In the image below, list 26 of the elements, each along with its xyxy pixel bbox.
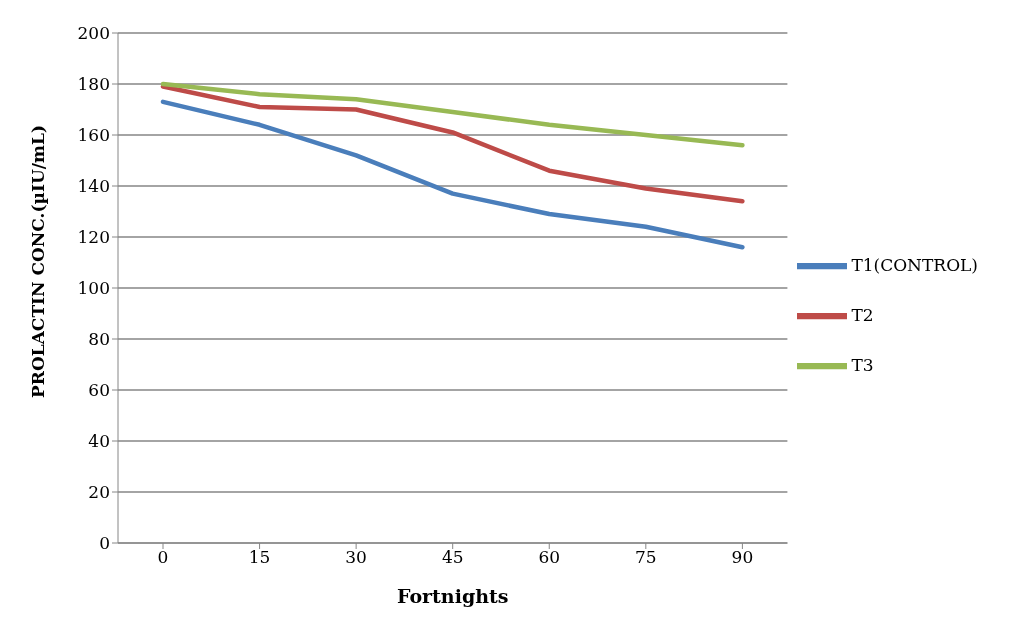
y-tick-label: 200 (77, 23, 110, 44)
x-tick-label: 30 (345, 547, 367, 568)
line-series (160, 99, 745, 250)
y-tick-label: 80 (88, 329, 110, 350)
y-tick-label: 60 (88, 380, 110, 401)
x-axis-title: Fortnights (396, 585, 509, 607)
legend-label: T3 (851, 354, 874, 374)
y-tick-label: 160 (77, 125, 110, 146)
x-tick-label: 60 (538, 547, 561, 568)
x-tick-label: 0 (157, 547, 169, 568)
x-tick-label: 75 (635, 547, 657, 568)
y-tick-label: 100 (77, 278, 110, 299)
y-tick-label: 40 (88, 431, 110, 452)
line-series (160, 81, 745, 148)
y-tick-label: 140 (77, 176, 110, 197)
line-series (160, 84, 745, 204)
x-tick-label: 90 (731, 547, 754, 568)
y-tick-label: 20 (88, 482, 110, 503)
legend-label: T1(CONTROL) (851, 254, 978, 274)
y-tick-label: 180 (77, 74, 110, 95)
y-tick-label: 120 (77, 227, 110, 248)
y-axis-title: PROLACTIN CONC.(µIU/mL) (28, 125, 49, 398)
x-tick-label: 45 (441, 547, 464, 568)
legend-label: T2 (851, 304, 874, 324)
y-tick-label: 0 (99, 533, 110, 554)
x-tick-label: 15 (248, 547, 271, 568)
